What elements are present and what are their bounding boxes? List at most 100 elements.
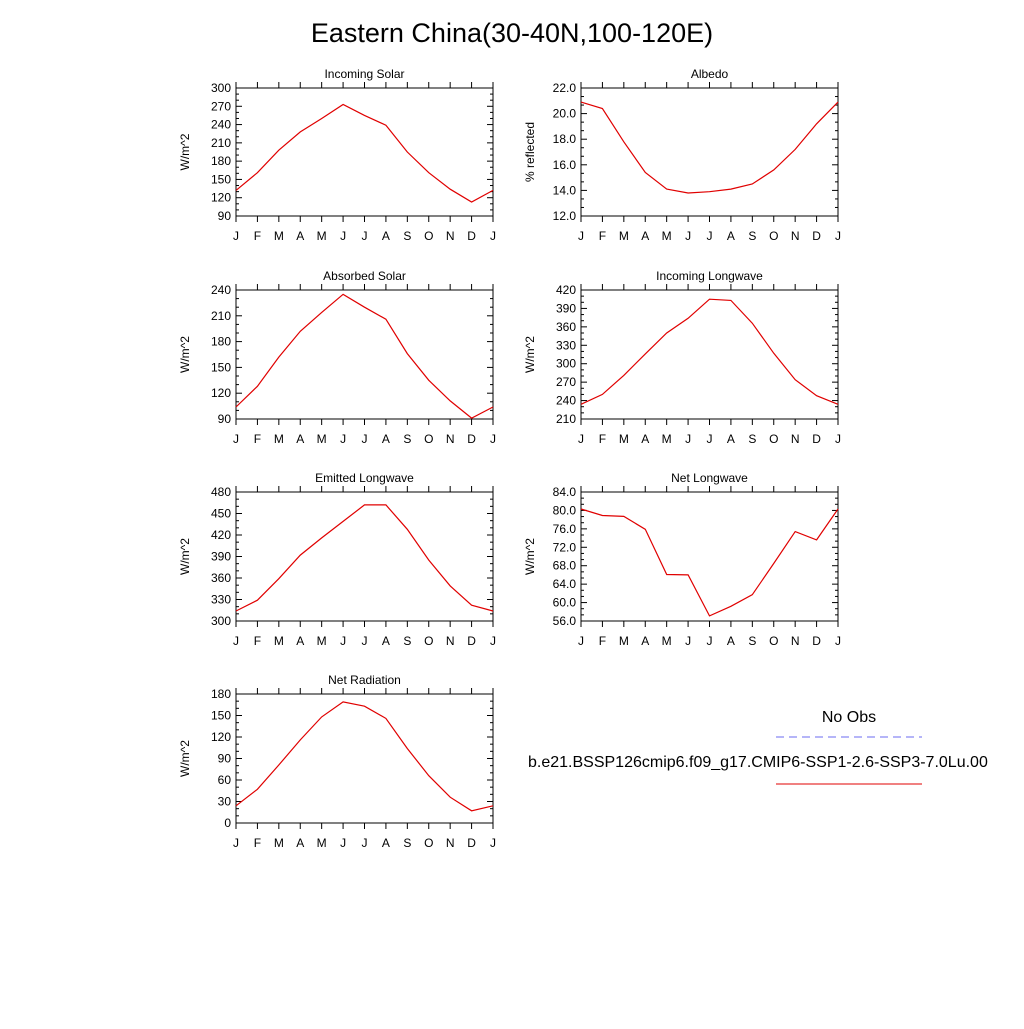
x-tick-label: N [446, 432, 455, 446]
y-tick-label: 68.0 [553, 559, 577, 573]
x-tick-label: O [424, 229, 433, 243]
legend: No Obs b.e21.BSSP126cmip6.f09_g17.CMIP6-S… [528, 709, 988, 785]
x-tick-label: J [490, 634, 496, 648]
chart-panel-6: Net Longwave 56.0 60.0 64.0 68.0 72.0 76.0 80.0… [523, 471, 841, 648]
x-tick-label: A [641, 229, 649, 243]
x-tick-label: J [490, 432, 496, 446]
series-line [580, 298, 839, 405]
x-tick-label: J [362, 229, 368, 243]
x-tick-label: M [619, 634, 629, 648]
y-tick-label: 72.0 [553, 540, 577, 554]
x-tick-label: J [685, 634, 691, 648]
y-tick-label: 150 [211, 709, 231, 723]
x-tick-label: J [490, 836, 496, 850]
series-line [580, 101, 839, 194]
x-tick-label: J [578, 634, 584, 648]
y-tick-label: 450 [211, 507, 231, 521]
figure-title: Eastern China(30-40N,100-120E) [310, 18, 714, 48]
x-tick-label: A [641, 432, 649, 446]
x-tick-label: M [619, 432, 629, 446]
y-tick-label: 300 [211, 614, 231, 628]
y-tick-label: 56.0 [553, 614, 577, 628]
x-tick-label: J [835, 634, 841, 648]
y-tick-label: 330 [556, 338, 576, 352]
x-tick-label: M [662, 634, 672, 648]
x-tick-label: J [685, 432, 691, 446]
x-tick-label: J [233, 634, 239, 648]
series-line [235, 504, 494, 612]
x-tick-label: M [274, 836, 284, 850]
series-line [235, 293, 494, 419]
y-axis-label: W/m^2 [178, 133, 192, 170]
y-tick-label: 180 [211, 335, 231, 349]
x-tick-label: O [769, 229, 778, 243]
y-tick-label: 300 [556, 357, 576, 371]
y-axis-label: W/m^2 [523, 336, 537, 373]
x-tick-label: D [467, 634, 476, 648]
y-tick-label: 150 [211, 172, 231, 186]
x-tick-label: M [619, 229, 629, 243]
y-tick-label: 80.0 [553, 503, 577, 517]
legend-obs-label: No Obs [822, 709, 876, 726]
x-tick-label: J [362, 836, 368, 850]
x-tick-label: D [812, 229, 821, 243]
x-tick-label: O [424, 836, 433, 850]
plot-frame [580, 87, 839, 217]
x-tick-label: N [446, 229, 455, 243]
x-tick-label: A [296, 229, 304, 243]
x-tick-label: M [317, 432, 327, 446]
x-tick-label: J [685, 229, 691, 243]
y-tick-label: 240 [556, 394, 576, 408]
x-tick-label: F [254, 836, 261, 850]
y-tick-label: 64.0 [553, 577, 577, 591]
y-tick-label: 210 [211, 136, 231, 150]
x-tick-label: M [274, 634, 284, 648]
y-tick-label: 120 [211, 386, 231, 400]
x-tick-label: F [599, 229, 606, 243]
y-tick-label: 22.0 [553, 81, 577, 95]
y-axis-label: W/m^2 [178, 538, 192, 575]
x-tick-label: S [403, 634, 411, 648]
y-tick-label: 180 [211, 687, 231, 701]
y-tick-label: 18.0 [553, 132, 577, 146]
x-tick-label: J [835, 229, 841, 243]
y-tick-label: 150 [211, 360, 231, 374]
y-tick-label: 480 [211, 485, 231, 499]
series-line [235, 701, 494, 812]
y-tick-label: 90 [218, 209, 232, 223]
x-tick-label: D [467, 229, 476, 243]
x-tick-label: A [727, 634, 735, 648]
y-tick-label: 30 [218, 795, 232, 809]
x-tick-label: A [296, 432, 304, 446]
x-tick-label: N [446, 634, 455, 648]
y-tick-label: 390 [211, 550, 231, 564]
plot-frame [235, 87, 494, 217]
x-tick-label: D [812, 432, 821, 446]
y-tick-label: 270 [211, 99, 231, 113]
x-tick-label: J [578, 229, 584, 243]
x-tick-label: J [578, 432, 584, 446]
x-tick-label: O [769, 634, 778, 648]
x-tick-label: J [340, 836, 346, 850]
plot-frame [235, 289, 494, 420]
panel-title: Net Radiation [328, 673, 401, 687]
x-tick-label: S [403, 836, 411, 850]
y-tick-label: 16.0 [553, 158, 577, 172]
x-tick-label: S [403, 229, 411, 243]
y-tick-label: 90 [218, 412, 232, 426]
x-tick-label: S [748, 432, 756, 446]
x-tick-label: J [340, 229, 346, 243]
x-tick-label: N [791, 229, 800, 243]
y-axis-label: % reflected [523, 122, 537, 182]
x-tick-label: J [233, 836, 239, 850]
x-tick-label: M [662, 229, 672, 243]
plot-frame [580, 289, 839, 420]
x-tick-label: A [296, 634, 304, 648]
x-tick-label: M [662, 432, 672, 446]
y-axis-label: W/m^2 [178, 740, 192, 777]
